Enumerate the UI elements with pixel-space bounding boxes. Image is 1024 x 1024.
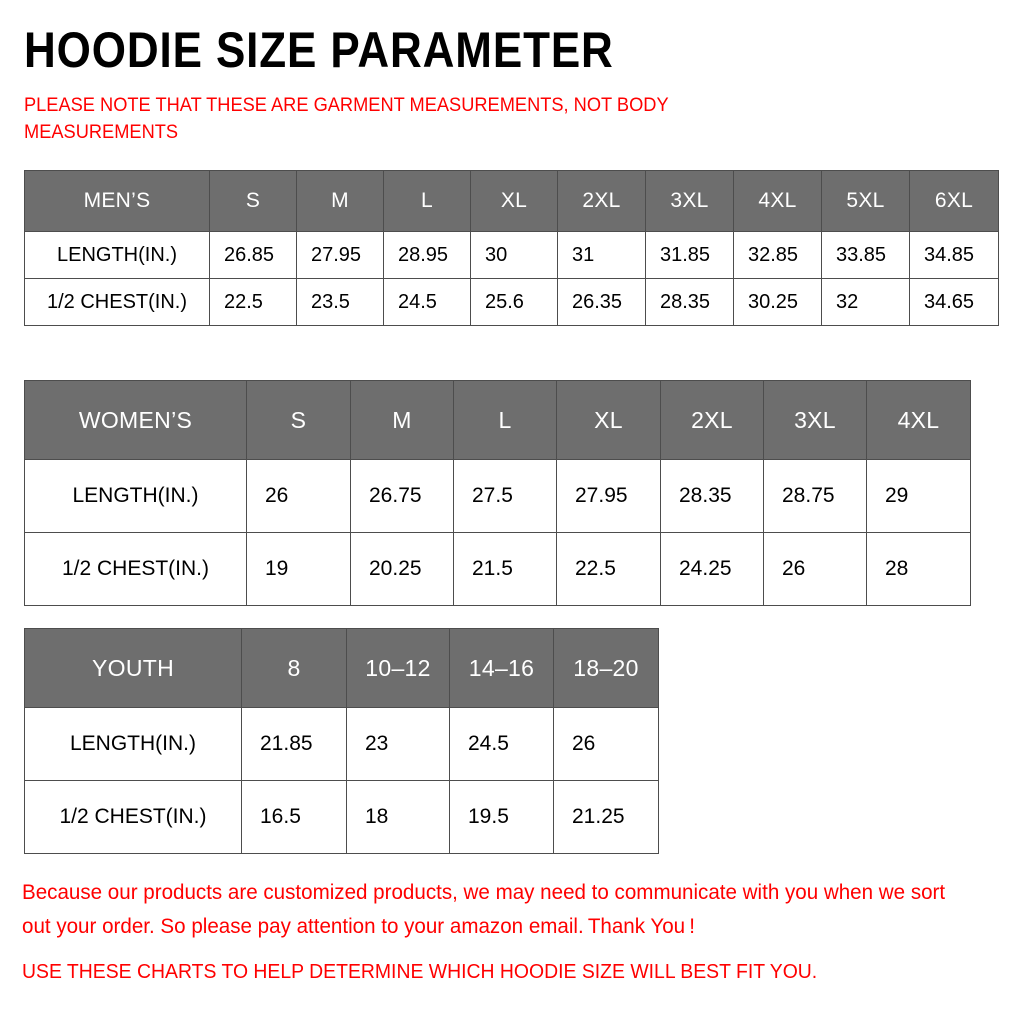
womens-cell-1-4: 24.25 [660,532,764,606]
mens-col-header-5: 3XL [645,170,734,232]
mens-cell-1-5: 28.35 [645,278,734,326]
mens-table-head: MEN’S S M L XL 2XL 3XL 4XL 5XL 6XL [24,170,999,232]
mens-cell-0-7: 33.85 [821,231,910,279]
womens-cell-1-6: 28 [866,532,971,606]
mens-cell-0-2: 28.95 [383,231,471,279]
mens-col-header-6: 4XL [733,170,822,232]
womens-col-header-2: L [453,380,557,460]
mens-header-row: MEN’S S M L XL 2XL 3XL 4XL 5XL 6XL [24,170,999,232]
youth-row-label-1: 1/2 CHEST(IN.) [24,780,242,854]
mens-col-header-8: 6XL [909,170,999,232]
womens-cell-0-1: 26.75 [350,459,454,533]
youth-cell-0-3: 26 [553,707,659,781]
mens-cell-1-1: 23.5 [296,278,384,326]
womens-cell-0-0: 26 [246,459,351,533]
page-title: HOODIE SIZE PARAMETER [24,22,614,78]
youth-row-label-0: LENGTH(IN.) [24,707,242,781]
youth-table-head: YOUTH 8 10–12 14–16 18–20 [24,628,659,708]
womens-cell-0-2: 27.5 [453,459,557,533]
youth-cell-0-0: 21.85 [241,707,347,781]
womens-size-table: WOMEN’S S M L XL 2XL 3XL 4XL LENGTH(IN.)… [24,380,971,606]
womens-cell-0-6: 29 [866,459,971,533]
womens-cell-1-3: 22.5 [556,532,661,606]
womens-col-header-1: M [350,380,454,460]
mens-col-header-0: S [209,170,297,232]
womens-row-label-0: LENGTH(IN.) [24,459,247,533]
youth-cell-1-2: 19.5 [449,780,554,854]
womens-table-head: WOMEN’S S M L XL 2XL 3XL 4XL [24,380,971,460]
customization-notice: Because our products are customized prod… [22,881,946,938]
youth-cell-1-1: 18 [346,780,450,854]
womens-col-header-0: S [246,380,351,460]
womens-cell-1-0: 19 [246,532,351,606]
mens-cell-0-1: 27.95 [296,231,384,279]
womens-cell-1-1: 20.25 [350,532,454,606]
womens-header-row: WOMEN’S S M L XL 2XL 3XL 4XL [24,380,971,460]
garment-measurement-note: PLEASE NOTE THAT THESE ARE GARMENT MEASU… [24,95,669,143]
womens-col-header-5: 3XL [763,380,867,460]
mens-col-header-2: L [383,170,471,232]
mens-col-header-4: 2XL [557,170,646,232]
youth-cell-0-2: 24.5 [449,707,554,781]
mens-cell-1-4: 26.35 [557,278,646,326]
mens-cell-0-0: 26.85 [209,231,297,279]
table-row: LENGTH(IN.) 26.85 27.95 28.95 30 31 31.8… [24,231,999,279]
mens-cell-1-8: 34.65 [909,278,999,326]
womens-cell-0-5: 28.75 [763,459,867,533]
mens-cell-1-7: 32 [821,278,910,326]
youth-col-header-3: 18–20 [553,628,659,708]
womens-cell-0-4: 28.35 [660,459,764,533]
chart-usage-notice: USE THESE CHARTS TO HELP DETERMINE WHICH… [22,961,818,983]
mens-col-header-1: M [296,170,384,232]
womens-col-header-6: 4XL [866,380,971,460]
youth-cell-1-0: 16.5 [241,780,347,854]
mens-table-body: LENGTH(IN.) 26.85 27.95 28.95 30 31 31.8… [24,231,999,326]
womens-col-header-4: 2XL [660,380,764,460]
womens-cell-0-3: 27.95 [556,459,661,533]
womens-cell-1-2: 21.5 [453,532,557,606]
youth-table-body: LENGTH(IN.) 21.85 23 24.5 26 1/2 CHEST(I… [24,707,659,854]
womens-table-body: LENGTH(IN.) 26 26.75 27.5 27.95 28.35 28… [24,459,971,606]
table-row: LENGTH(IN.) 21.85 23 24.5 26 [24,707,659,781]
youth-col-header-2: 14–16 [449,628,554,708]
mens-cell-0-3: 30 [470,231,558,279]
mens-cell-0-6: 32.85 [733,231,822,279]
mens-col-header-3: XL [470,170,558,232]
mens-row-label-1: 1/2 CHEST(IN.) [24,278,210,326]
youth-col-header-0: 8 [241,628,347,708]
mens-cell-0-5: 31.85 [645,231,734,279]
youth-col-header-1: 10–12 [346,628,450,708]
mens-cell-0-4: 31 [557,231,646,279]
mens-cell-1-6: 30.25 [733,278,822,326]
mens-size-table: MEN’S S M L XL 2XL 3XL 4XL 5XL 6XL LENGT… [24,170,999,326]
youth-cell-0-1: 23 [346,707,450,781]
womens-col-header-3: XL [556,380,661,460]
table-row: LENGTH(IN.) 26 26.75 27.5 27.95 28.35 28… [24,459,971,533]
mens-table-title: MEN’S [24,170,210,232]
table-row: 1/2 CHEST(IN.) 22.5 23.5 24.5 25.6 26.35… [24,278,999,326]
table-row: 1/2 CHEST(IN.) 16.5 18 19.5 21.25 [24,780,659,854]
youth-header-row: YOUTH 8 10–12 14–16 18–20 [24,628,659,708]
mens-cell-1-2: 24.5 [383,278,471,326]
youth-size-table: YOUTH 8 10–12 14–16 18–20 LENGTH(IN.) 21… [24,628,659,854]
mens-cell-1-0: 22.5 [209,278,297,326]
mens-cell-0-8: 34.85 [909,231,999,279]
mens-cell-1-3: 25.6 [470,278,558,326]
youth-table-title: YOUTH [24,628,242,708]
womens-cell-1-5: 26 [763,532,867,606]
womens-row-label-1: 1/2 CHEST(IN.) [24,532,247,606]
mens-row-label-0: LENGTH(IN.) [24,231,210,279]
womens-table-title: WOMEN’S [24,380,247,460]
mens-col-header-7: 5XL [821,170,910,232]
youth-cell-1-3: 21.25 [553,780,659,854]
table-row: 1/2 CHEST(IN.) 19 20.25 21.5 22.5 24.25 … [24,532,971,606]
